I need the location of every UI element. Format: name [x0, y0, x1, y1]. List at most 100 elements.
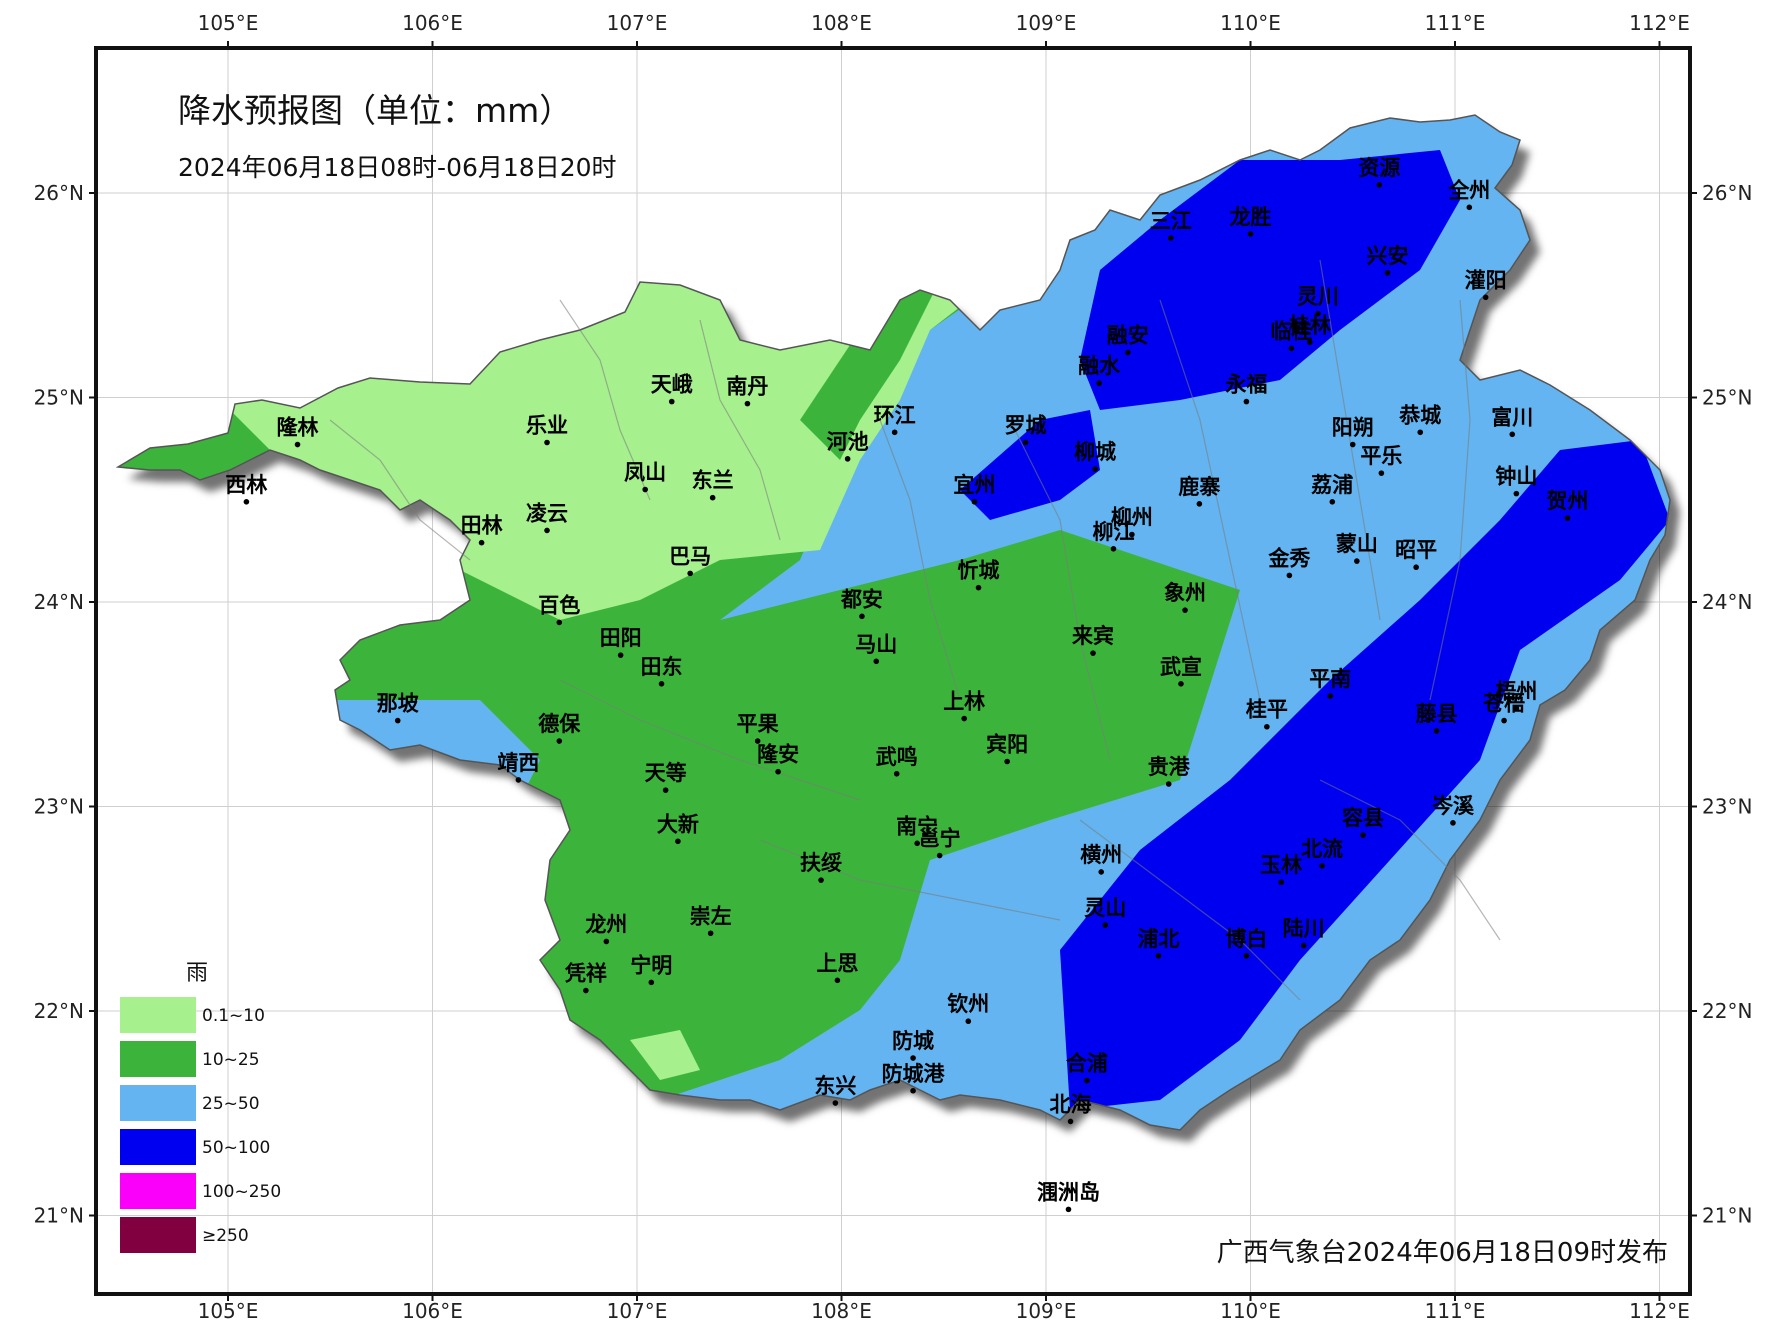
- city-marker: 武宣: [1160, 655, 1202, 687]
- legend-swatch: [120, 1129, 196, 1165]
- city-dot: [1067, 1118, 1074, 1125]
- lon-label-top: 110°E: [1220, 11, 1281, 35]
- city-marker: 隆安: [757, 743, 799, 775]
- city-name: 阳朔: [1332, 416, 1374, 440]
- city-marker: 贺州: [1546, 489, 1588, 521]
- city-dot: [1384, 269, 1391, 276]
- city-dot: [859, 613, 865, 620]
- rain-band-50-100-luocheng: [960, 410, 1100, 520]
- city-dot: [243, 498, 250, 505]
- city-marker: 南宁: [896, 814, 938, 847]
- city-name: 贵港: [1148, 755, 1191, 779]
- lat-label-left: 23°N: [34, 795, 84, 819]
- city-marker: 邕宁: [919, 827, 961, 859]
- city-dot: [873, 658, 880, 665]
- city-marker: 灵山: [1084, 896, 1126, 928]
- city-marker: 平乐: [1360, 444, 1402, 476]
- city-marker: 宜州: [953, 473, 995, 505]
- city-marker: 忻城: [958, 559, 1000, 591]
- lat-label-left: 26°N: [34, 181, 84, 205]
- city-marker: 容县: [1342, 806, 1384, 838]
- lat-label-left: 24°N: [34, 590, 84, 614]
- city-marker: 德保: [538, 712, 581, 744]
- city-marker: 昭平: [1395, 538, 1437, 571]
- city-marker: 钟山: [1495, 465, 1537, 497]
- city-marker: 恭城: [1398, 403, 1441, 436]
- city-dot: [1102, 922, 1109, 928]
- lon-label-top: 108°E: [811, 11, 872, 35]
- city-name: 柳江: [1092, 520, 1134, 544]
- city-dot: [914, 840, 920, 847]
- city-name: 宜州: [953, 473, 995, 497]
- city-dot: [1378, 470, 1385, 476]
- city-name: 恭城: [1398, 403, 1441, 427]
- city-name: 资源: [1358, 156, 1400, 180]
- city-marker: 平南: [1309, 667, 1351, 699]
- city-marker: 贵港: [1148, 755, 1191, 787]
- city-dot: [707, 930, 714, 937]
- city-dot: [648, 979, 655, 986]
- city-name: 北流: [1301, 837, 1343, 861]
- city-name: 邕宁: [919, 827, 961, 851]
- city-name: 平乐: [1360, 444, 1402, 468]
- city-dot: [1433, 728, 1440, 734]
- city-marker: 罗城: [1005, 413, 1047, 446]
- city-marker: 柳江: [1092, 520, 1134, 552]
- city-marker: 田东: [641, 655, 683, 687]
- city-name: 田林: [461, 514, 503, 538]
- city-dot: [1513, 490, 1520, 497]
- city-marker: 天等: [645, 761, 687, 793]
- city-marker: 平果: [737, 712, 779, 744]
- city-marker: 蒙山: [1336, 532, 1378, 564]
- city-dot: [709, 494, 716, 501]
- city-marker: 玉林: [1260, 853, 1302, 885]
- city-dot: [583, 987, 589, 994]
- city-dot: [965, 1018, 972, 1025]
- city-name: 武宣: [1160, 655, 1202, 679]
- city-marker: 博白: [1225, 927, 1267, 959]
- city-dot: [1450, 820, 1456, 826]
- legend-swatch: [120, 1217, 196, 1253]
- legend-label: 10~25: [202, 1050, 260, 1070]
- city-dot: [1165, 781, 1172, 787]
- city-marker: 天峨: [651, 373, 693, 405]
- lat-label-left: 22°N: [34, 999, 84, 1023]
- city-marker: 凭祥: [564, 962, 607, 994]
- city-marker: 三江: [1150, 209, 1192, 241]
- city-name: 合浦: [1066, 1052, 1108, 1076]
- city-marker: 那坡: [377, 692, 419, 724]
- city-marker: 河池: [827, 430, 869, 462]
- city-dot: [1084, 1077, 1090, 1084]
- city-name: 扶绥: [800, 851, 842, 875]
- city-name: 富川: [1491, 405, 1533, 429]
- issuer-note: 广西气象台2024年06月18日09时发布: [1217, 1238, 1668, 1268]
- city-dot: [1482, 294, 1489, 301]
- lat-label-left: 21°N: [34, 1204, 84, 1228]
- city-dot: [1286, 572, 1293, 579]
- city-name: 隆林: [277, 416, 319, 440]
- lat-label-right: 25°N: [1702, 386, 1752, 410]
- city-name: 柳州: [1111, 506, 1153, 530]
- city-name: 全州: [1447, 178, 1490, 202]
- city-name: 来宾: [1072, 624, 1114, 648]
- lon-label-top: 107°E: [607, 11, 668, 35]
- city-name: 南宁: [896, 814, 938, 838]
- city-dot: [687, 570, 693, 577]
- city-marker: 乐业: [526, 413, 568, 446]
- city-marker: 西林: [225, 473, 267, 505]
- city-name: 钦州: [947, 992, 989, 1016]
- city-dot: [1125, 349, 1131, 356]
- city-name: 凤山: [624, 461, 666, 485]
- city-dot: [1243, 398, 1250, 405]
- city-dot: [658, 681, 665, 687]
- lon-label-top: 109°E: [1016, 11, 1077, 35]
- lat-label-right: 26°N: [1702, 181, 1752, 205]
- city-marker: 融水: [1078, 354, 1121, 386]
- city-name: 桂林: [1288, 313, 1331, 337]
- city-marker: 田林: [461, 514, 503, 546]
- city-marker: 象州: [1164, 581, 1206, 613]
- city-marker: 上思: [816, 951, 858, 984]
- city-name: 德保: [538, 712, 581, 736]
- city-dot: [515, 777, 522, 783]
